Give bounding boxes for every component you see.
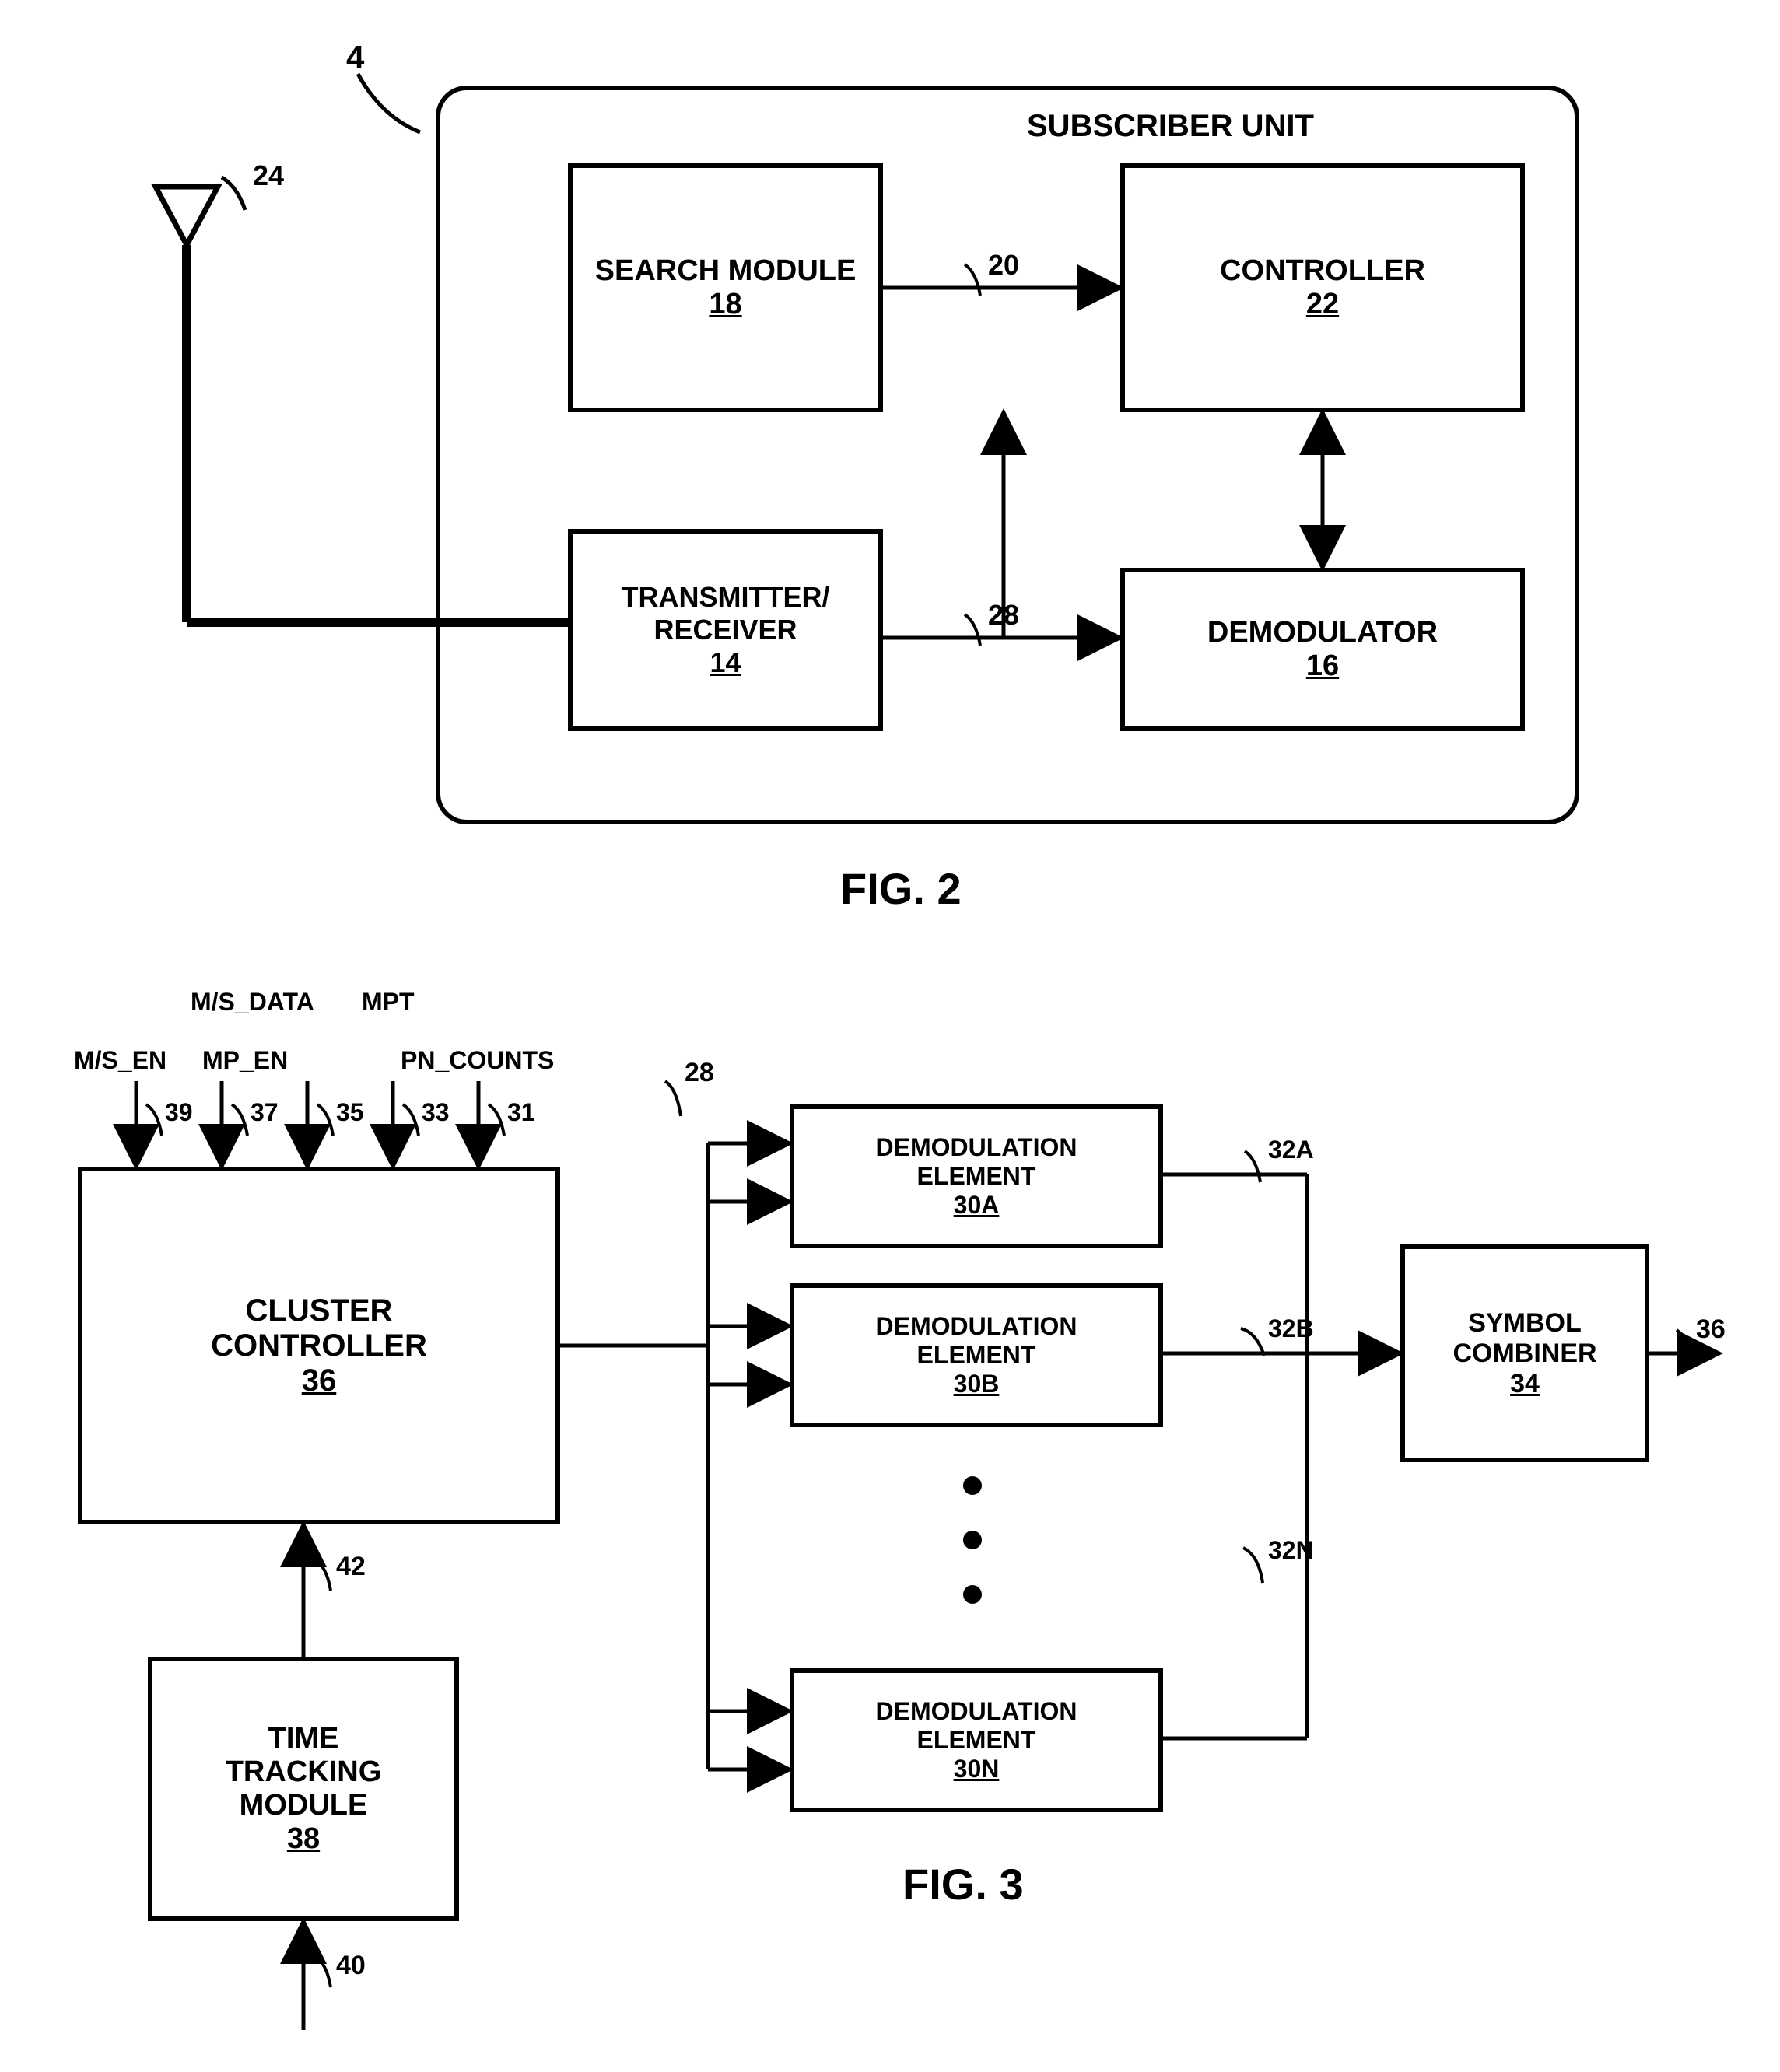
combiner-num: 34 (1510, 1369, 1540, 1399)
demod-element-a: DEMODULATION ELEMENT 30A (790, 1104, 1163, 1248)
ttm-name2: TRACKING (226, 1755, 382, 1789)
time-tracking-box: TIME TRACKING MODULE 38 (148, 1657, 459, 1921)
cluster-name1: CLUSTER (246, 1293, 393, 1328)
ttm-name1: TIME (268, 1722, 339, 1755)
demod-a-num: 30A (954, 1191, 1000, 1220)
fig3-label: FIG. 3 (902, 1859, 1024, 1909)
sig-mpt: MPT (362, 988, 415, 1017)
ref-36: 36 (1696, 1314, 1726, 1345)
canvas: SUBSCRIBER UNIT 4 24 (31, 31, 1749, 2041)
ref-42: 42 (336, 1552, 366, 1582)
sig-mp-en: MP_EN (202, 1046, 288, 1075)
ttm-name3: MODULE (240, 1789, 368, 1822)
ref-33: 33 (422, 1098, 450, 1127)
ttm-num: 38 (287, 1822, 320, 1856)
sig-pn-counts: PN_COUNTS (401, 1046, 554, 1075)
demod-element-n: DEMODULATION ELEMENT 30N (790, 1668, 1163, 1812)
ref-32N: 32N (1268, 1536, 1314, 1565)
sig-ms-data: M/S_DATA (191, 988, 314, 1017)
demod-b-num: 30B (954, 1370, 1000, 1398)
combiner-name1: SYMBOL (1468, 1308, 1581, 1339)
ref-35: 35 (336, 1098, 364, 1127)
ref-39: 39 (165, 1098, 193, 1127)
demod-b-name1: DEMODULATION (876, 1312, 1077, 1341)
ref-28b: 28 (685, 1058, 714, 1088)
cluster-controller-box: CLUSTER CONTROLLER 36 (78, 1167, 560, 1524)
demod-b-name2: ELEMENT (917, 1341, 1036, 1370)
cluster-name2: CONTROLLER (211, 1328, 427, 1363)
sig-ms-en: M/S_EN (74, 1046, 166, 1075)
demod-element-b: DEMODULATION ELEMENT 30B (790, 1283, 1163, 1427)
demod-a-name2: ELEMENT (917, 1162, 1036, 1191)
ref-40: 40 (336, 1951, 366, 1981)
demod-n-name2: ELEMENT (917, 1726, 1036, 1755)
ref-32A: 32A (1268, 1136, 1314, 1164)
symbol-combiner-box: SYMBOL COMBINER 34 (1400, 1244, 1649, 1462)
demod-n-num: 30N (954, 1755, 1000, 1783)
ref-31: 31 (507, 1098, 535, 1127)
combiner-name2: COMBINER (1452, 1339, 1596, 1369)
demod-n-name1: DEMODULATION (876, 1697, 1077, 1726)
ref-37: 37 (251, 1098, 279, 1127)
ref-32B: 32B (1268, 1314, 1314, 1343)
demod-a-name1: DEMODULATION (876, 1133, 1077, 1162)
cluster-num: 36 (302, 1363, 337, 1398)
